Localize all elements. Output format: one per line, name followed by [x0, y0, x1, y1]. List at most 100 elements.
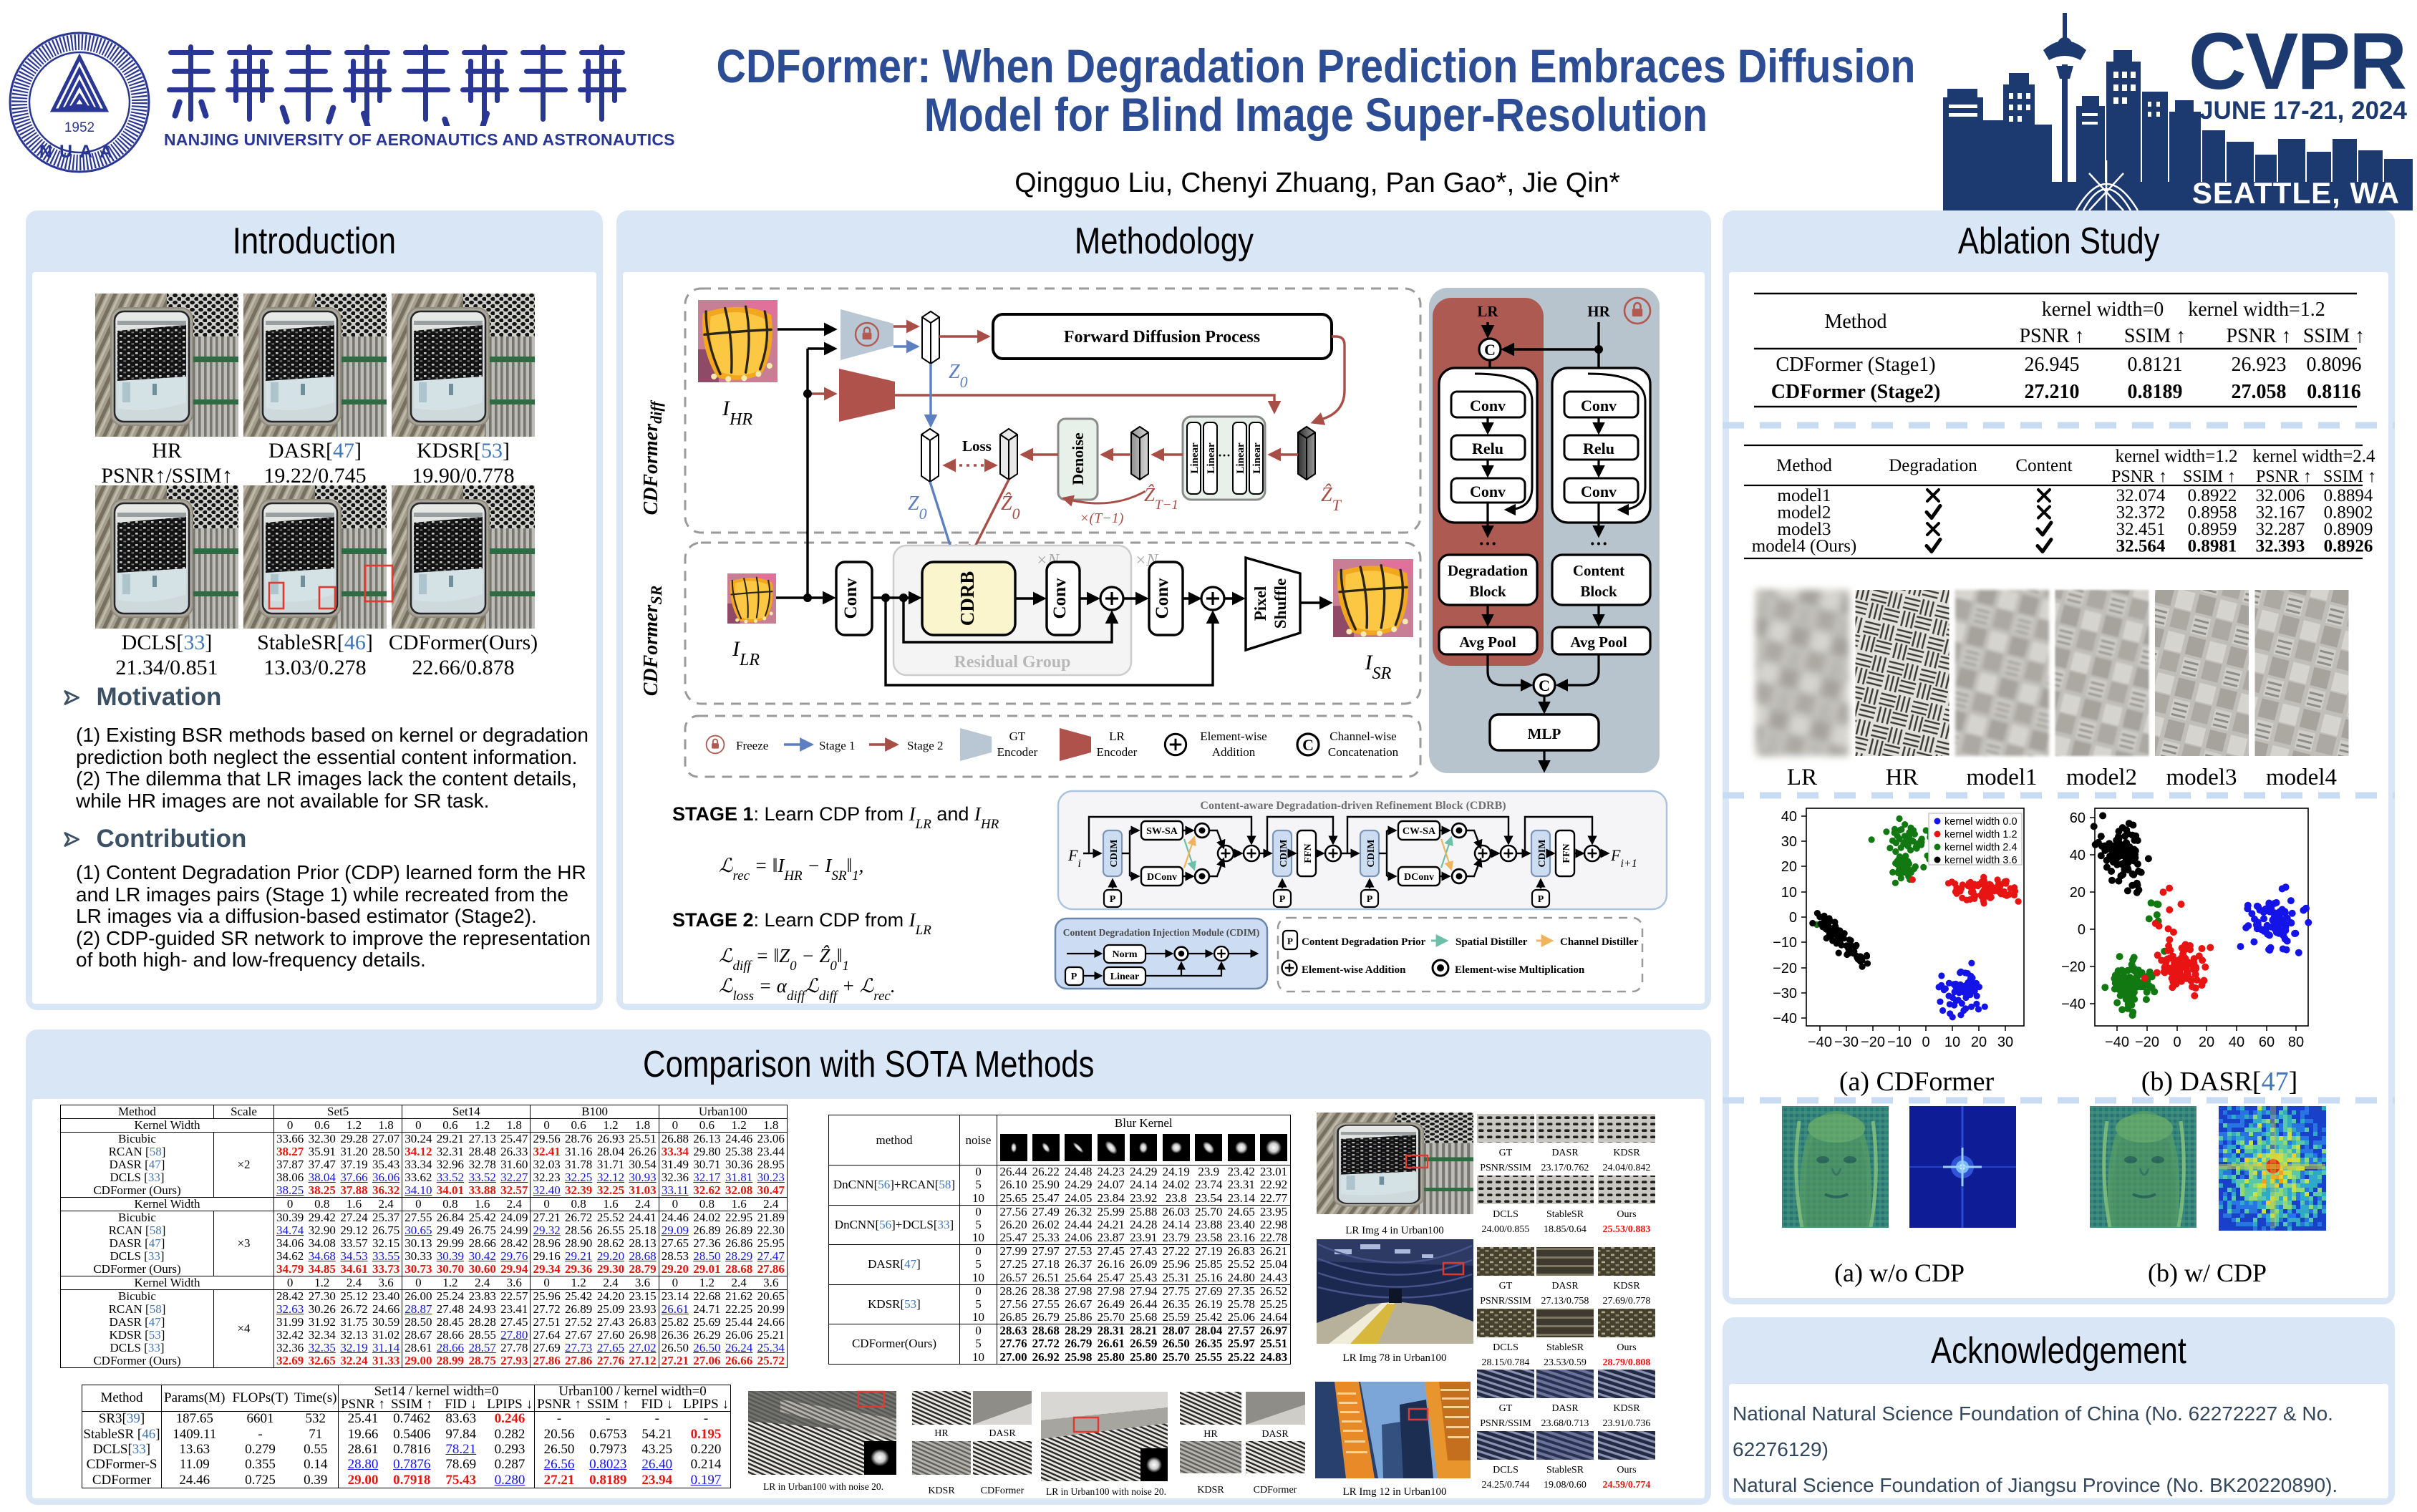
svg-text:30: 30 — [1997, 1034, 2013, 1050]
svg-text:HR: HR — [934, 1428, 949, 1439]
svg-text:FFN: FFN — [1303, 843, 1314, 863]
svg-text:32.006: 32.006 — [2256, 486, 2305, 505]
svg-text:kernel width=1.2: kernel width=1.2 — [2115, 447, 2237, 466]
svg-text:KDSR: KDSR — [928, 1486, 955, 1496]
svg-text:SSIM ↑: SSIM ↑ — [2323, 467, 2376, 486]
svg-text:0.8959: 0.8959 — [2188, 520, 2237, 539]
svg-text:Content Degradation Prior: Content Degradation Prior — [1302, 936, 1426, 948]
svg-text:Residual Group: Residual Group — [954, 653, 1071, 672]
svg-text:LR in Urban100 with noise 20.: LR in Urban100 with noise 20. — [763, 1481, 883, 1492]
svg-text:23.91/0.736: 23.91/0.736 — [1603, 1418, 1651, 1429]
svg-text:23.68/0.713: 23.68/0.713 — [1541, 1418, 1589, 1429]
svg-text:StableSR: StableSR — [1546, 1209, 1584, 1220]
svg-text:GT: GT — [1499, 1281, 1513, 1292]
svg-text:DCLS: DCLS — [1493, 1342, 1519, 1353]
svg-text:Linear: Linear — [1110, 971, 1139, 982]
svg-text:0.8909: 0.8909 — [2324, 520, 2373, 539]
svg-text:−40: −40 — [1808, 1034, 1832, 1050]
svg-text:0: 0 — [1922, 1034, 1929, 1050]
svg-text:24.25/0.744: 24.25/0.744 — [1482, 1480, 1530, 1491]
svg-text:23.17/0.762: 23.17/0.762 — [1541, 1163, 1589, 1173]
svg-text:Element-wise Addition: Element-wise Addition — [1302, 964, 1406, 976]
svg-text:20: 20 — [1971, 1034, 1987, 1050]
svg-text:40: 40 — [2229, 1034, 2244, 1050]
svg-text:(b) w/ CDP: (b) w/ CDP — [2148, 1259, 2267, 1287]
svg-text:Ours: Ours — [1617, 1465, 1636, 1475]
svg-text:10: 10 — [1944, 1034, 1960, 1050]
svg-text:Z0: Z0 — [949, 361, 968, 391]
svg-text:PSNR ↑: PSNR ↑ — [2226, 325, 2291, 347]
svg-text:60: 60 — [2259, 1034, 2275, 1050]
svg-text:KDSR: KDSR — [1613, 1148, 1640, 1158]
svg-text:26.923: 26.923 — [2232, 354, 2287, 376]
svg-text:PSNR/SSIM: PSNR/SSIM — [1480, 1418, 1531, 1429]
svg-text:DASR: DASR — [1551, 1148, 1579, 1158]
svg-text:Ours: Ours — [1617, 1209, 1636, 1220]
svg-text:19.08/0.60: 19.08/0.60 — [1544, 1480, 1587, 1491]
svg-text:IHR: IHR — [722, 397, 752, 429]
svg-text:(b) DASR[47]: (b) DASR[47] — [2141, 1067, 2297, 1097]
svg-text:Shuffle: Shuffle — [1272, 578, 1289, 629]
svg-text:Content-aware Degradation-driv: Content-aware Degradation-driven Refinem… — [1200, 800, 1506, 812]
svg-text:32.287: 32.287 — [2256, 520, 2305, 539]
svg-text:model4 (Ours): model4 (Ours) — [1752, 537, 1857, 556]
svg-text:32.074: 32.074 — [2116, 486, 2166, 505]
svg-text:P: P — [1538, 894, 1544, 905]
svg-text:Block: Block — [1580, 583, 1617, 600]
svg-text:Content Degradation Injection: Content Degradation Injection Module (CD… — [1063, 927, 1259, 938]
svg-text:kernel width=1.2: kernel width=1.2 — [2188, 299, 2325, 321]
svg-text:Element-wise Multiplication: Element-wise Multiplication — [1455, 964, 1585, 976]
svg-text:Conv: Conv — [1050, 578, 1070, 619]
svg-text:LR in Urban100 with noise 20.: LR in Urban100 with noise 20. — [1046, 1486, 1166, 1497]
svg-text:PSNR ↑: PSNR ↑ — [2256, 467, 2312, 486]
svg-text:CDIM: CDIM — [1366, 840, 1377, 868]
svg-text:CDFormerSR: CDFormerSR — [640, 586, 665, 697]
svg-text:GT: GT — [1499, 1403, 1513, 1414]
svg-text:40: 40 — [2070, 848, 2086, 863]
svg-text:Relu: Relu — [1472, 440, 1503, 457]
svg-text:KDSR: KDSR — [1613, 1281, 1640, 1292]
svg-text:20: 20 — [2070, 885, 2086, 901]
svg-text:(a) w/o CDP: (a) w/o CDP — [1834, 1259, 1965, 1287]
svg-text:LR Img 78 in Urban100: LR Img 78 in Urban100 — [1343, 1352, 1447, 1364]
svg-text:···: ··· — [1589, 533, 1608, 554]
svg-text:P: P — [1367, 894, 1373, 905]
svg-text:Channel-wise: Channel-wise — [1329, 730, 1396, 743]
svg-text:Forward Diffusion Process: Forward Diffusion Process — [1064, 328, 1260, 346]
svg-text:0.8922: 0.8922 — [2188, 486, 2237, 505]
svg-text:27.210: 27.210 — [2025, 381, 2080, 403]
svg-text:HR: HR — [1886, 765, 1919, 790]
svg-text:Element-wise: Element-wise — [1200, 730, 1266, 743]
svg-text:−20: −20 — [2135, 1034, 2159, 1050]
svg-text:STAGE 1: Learn CDP from ILR an: STAGE 1: Learn CDP from ILR and IHR — [672, 803, 999, 832]
svg-text:JUNE 17-21, 2024: JUNE 17-21, 2024 — [2199, 97, 2407, 125]
svg-text:KDSR: KDSR — [1613, 1403, 1640, 1414]
svg-text:10: 10 — [1781, 885, 1797, 901]
svg-text:CDIM: CDIM — [1537, 840, 1548, 868]
svg-text:model1: model1 — [1778, 486, 1831, 505]
svg-text:ℒrec = ‖IHR − ISR‖1,: ℒrec = ‖IHR − ISR‖1, — [719, 855, 863, 883]
svg-text:PSNR/SSIM: PSNR/SSIM — [1480, 1296, 1531, 1307]
svg-text:Linear: Linear — [1251, 442, 1263, 474]
svg-text:CW-SA: CW-SA — [1403, 826, 1436, 837]
svg-text:Degradation: Degradation — [1889, 456, 1977, 475]
svg-text:PSNR ↑: PSNR ↑ — [2111, 467, 2167, 486]
svg-text:ISR: ISR — [1365, 651, 1392, 683]
svg-text:0.8121: 0.8121 — [2128, 354, 2183, 376]
svg-text:HR: HR — [1203, 1429, 1218, 1440]
svg-text:CDFormer: CDFormer — [1254, 1485, 1297, 1496]
svg-text:SSIM ↑: SSIM ↑ — [2183, 467, 2236, 486]
svg-text:23.53/0.59: 23.53/0.59 — [1544, 1357, 1587, 1368]
svg-text:Conv: Conv — [1581, 483, 1617, 500]
svg-text:···: ··· — [1218, 448, 1231, 462]
svg-text:ℒloss = αdiffℒdiff + ℒrec.: ℒloss = αdiffℒdiff + ℒrec. — [719, 975, 896, 1004]
svg-text:0.8981: 0.8981 — [2188, 537, 2237, 556]
svg-text:−30: −30 — [1834, 1034, 1859, 1050]
svg-text:kernel width 1.2: kernel width 1.2 — [1944, 829, 2018, 840]
svg-text:Concatenation: Concatenation — [1328, 745, 1399, 759]
svg-text:model2: model2 — [2066, 765, 2137, 790]
svg-text:CVPR: CVPR — [2189, 16, 2406, 106]
svg-text:Stage 2: Stage 2 — [907, 739, 944, 752]
svg-text:40: 40 — [1781, 809, 1797, 825]
svg-text:SSIM ↑: SSIM ↑ — [2124, 325, 2186, 347]
